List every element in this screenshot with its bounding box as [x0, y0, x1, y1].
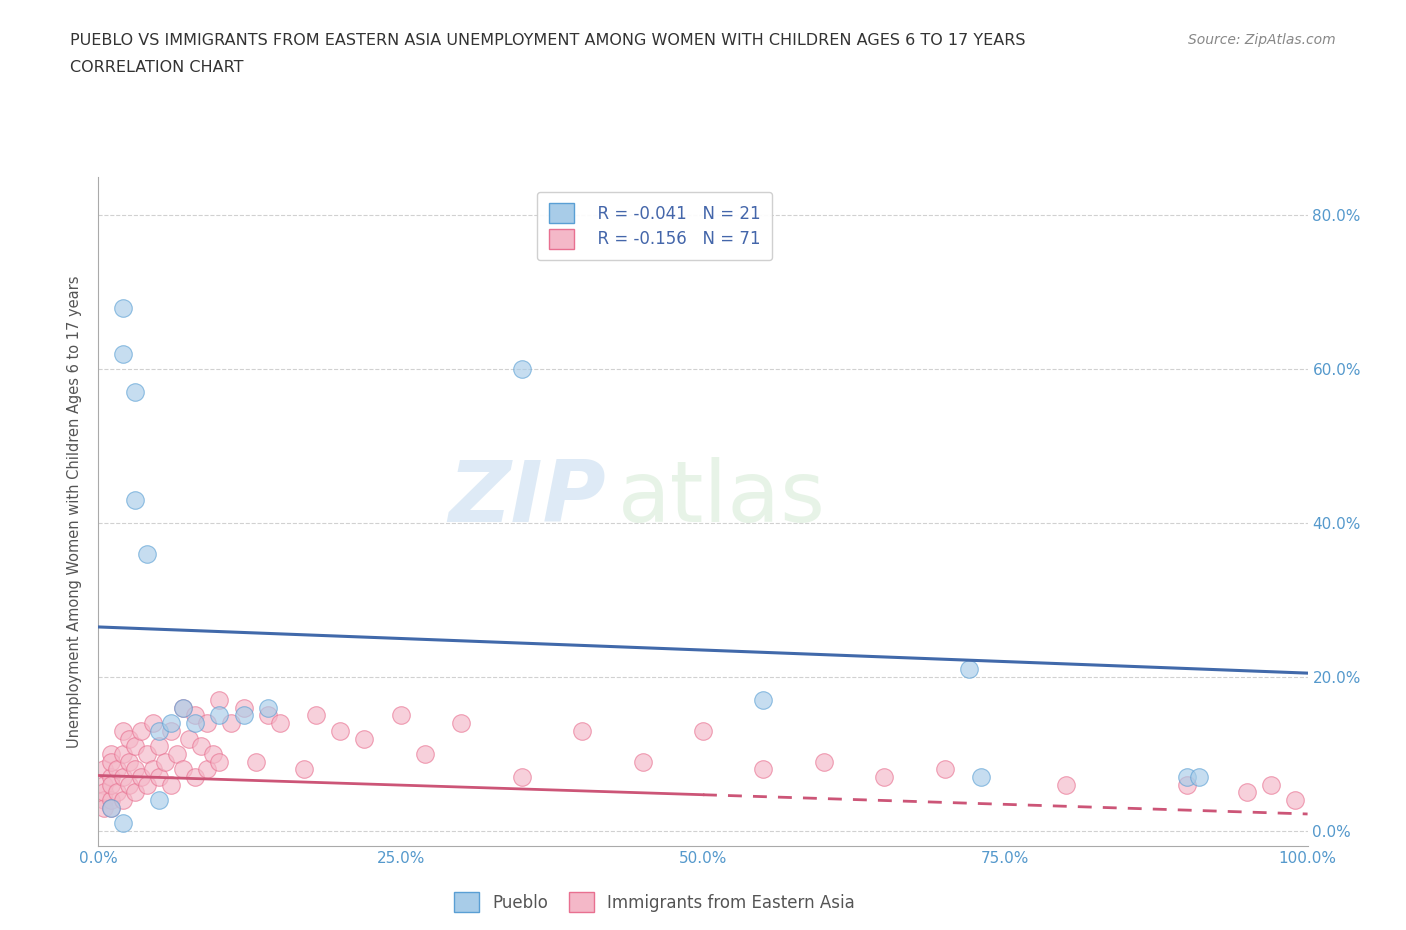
Point	[148, 724, 170, 738]
Point	[124, 385, 146, 400]
Point	[93, 785, 115, 800]
Point	[292, 762, 315, 777]
Point	[195, 762, 218, 777]
Point	[100, 770, 122, 785]
Point	[256, 708, 278, 723]
Point	[111, 792, 134, 807]
Point	[148, 792, 170, 807]
Point	[813, 754, 835, 769]
Point	[172, 700, 194, 715]
Point	[329, 724, 352, 738]
Point	[124, 493, 146, 508]
Point	[100, 801, 122, 816]
Point	[105, 785, 128, 800]
Legend: Pueblo, Immigrants from Eastern Asia: Pueblo, Immigrants from Eastern Asia	[449, 885, 862, 918]
Point	[571, 724, 593, 738]
Point	[190, 738, 212, 753]
Point	[100, 754, 122, 769]
Point	[179, 731, 201, 746]
Point	[353, 731, 375, 746]
Point	[221, 716, 243, 731]
Point	[413, 747, 436, 762]
Point	[934, 762, 956, 777]
Point	[510, 770, 533, 785]
Point	[160, 716, 183, 731]
Point	[135, 547, 157, 562]
Point	[389, 708, 412, 723]
Point	[111, 346, 134, 361]
Point	[100, 801, 122, 816]
Point	[93, 792, 115, 807]
Point	[135, 777, 157, 792]
Point	[129, 724, 152, 738]
Point	[111, 300, 134, 315]
Text: atlas: atlas	[619, 457, 827, 539]
Point	[124, 738, 146, 753]
Point	[1236, 785, 1258, 800]
Point	[208, 754, 231, 769]
Point	[184, 770, 207, 785]
Point	[142, 716, 165, 731]
Point	[970, 770, 993, 785]
Text: PUEBLO VS IMMIGRANTS FROM EASTERN ASIA UNEMPLOYMENT AMONG WOMEN WITH CHILDREN AG: PUEBLO VS IMMIGRANTS FROM EASTERN ASIA U…	[70, 33, 1026, 47]
Point	[232, 708, 254, 723]
Point	[510, 362, 533, 377]
Point	[160, 724, 183, 738]
Point	[1175, 770, 1198, 785]
Point	[195, 716, 218, 731]
Point	[111, 816, 134, 830]
Point	[873, 770, 896, 785]
Point	[184, 716, 207, 731]
Point	[118, 731, 141, 746]
Point	[100, 747, 122, 762]
Point	[111, 724, 134, 738]
Point	[1054, 777, 1077, 792]
Point	[93, 762, 115, 777]
Point	[148, 770, 170, 785]
Point	[93, 801, 115, 816]
Point	[202, 747, 225, 762]
Point	[111, 747, 134, 762]
Point	[105, 762, 128, 777]
Point	[135, 747, 157, 762]
Point	[256, 700, 278, 715]
Point	[129, 770, 152, 785]
Point	[208, 693, 231, 708]
Y-axis label: Unemployment Among Women with Children Ages 6 to 17 years: Unemployment Among Women with Children A…	[67, 275, 83, 748]
Point	[1175, 777, 1198, 792]
Point	[124, 785, 146, 800]
Point	[142, 762, 165, 777]
Point	[245, 754, 267, 769]
Point	[118, 777, 141, 792]
Point	[93, 777, 115, 792]
Point	[118, 754, 141, 769]
Point	[100, 777, 122, 792]
Point	[148, 738, 170, 753]
Text: Source: ZipAtlas.com: Source: ZipAtlas.com	[1188, 33, 1336, 46]
Text: CORRELATION CHART: CORRELATION CHART	[70, 60, 243, 75]
Point	[1260, 777, 1282, 792]
Point	[232, 700, 254, 715]
Point	[166, 747, 188, 762]
Point	[153, 754, 176, 769]
Point	[160, 777, 183, 792]
Point	[208, 708, 231, 723]
Point	[1284, 792, 1306, 807]
Point	[1188, 770, 1211, 785]
Text: ZIP: ZIP	[449, 457, 606, 539]
Point	[450, 716, 472, 731]
Point	[305, 708, 328, 723]
Point	[124, 762, 146, 777]
Point	[752, 762, 775, 777]
Point	[631, 754, 654, 769]
Point	[111, 770, 134, 785]
Point	[172, 762, 194, 777]
Point	[100, 792, 122, 807]
Point	[184, 708, 207, 723]
Point	[692, 724, 714, 738]
Point	[752, 693, 775, 708]
Point	[957, 662, 980, 677]
Point	[172, 700, 194, 715]
Point	[269, 716, 291, 731]
